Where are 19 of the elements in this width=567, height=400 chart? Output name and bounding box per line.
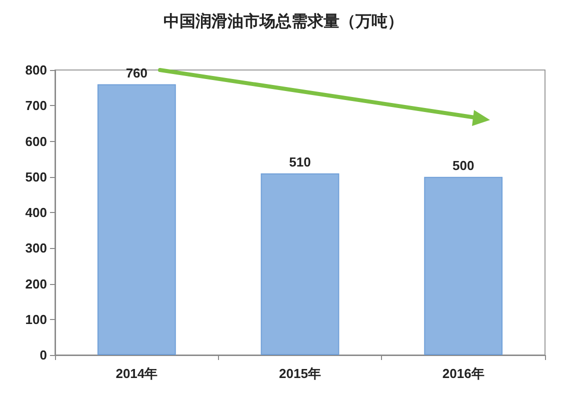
y-tick-label: 800	[25, 62, 47, 78]
x-tick-label: 2015年	[279, 366, 321, 381]
x-tick-label: 2014年	[116, 366, 158, 381]
y-tick-label: 200	[25, 276, 47, 292]
chart-title: 中国润滑油市场总需求量（万吨）	[164, 12, 404, 30]
y-tick-label: 100	[25, 312, 47, 327]
data-label: 500	[452, 158, 474, 173]
bar	[97, 84, 176, 355]
bar	[260, 173, 340, 355]
x-tick-label: 2016年	[442, 366, 484, 381]
y-tick-label: 0	[40, 348, 47, 362]
y-tick-label: 300	[25, 240, 47, 256]
y-tick-label: 500	[25, 169, 47, 184]
y-tick-label: 600	[25, 134, 47, 149]
data-label: 760	[126, 65, 148, 80]
data-label: 510	[289, 154, 311, 170]
bar	[424, 176, 503, 355]
y-tick-label: 400	[25, 205, 47, 220]
y-tick-label: 700	[25, 98, 47, 114]
